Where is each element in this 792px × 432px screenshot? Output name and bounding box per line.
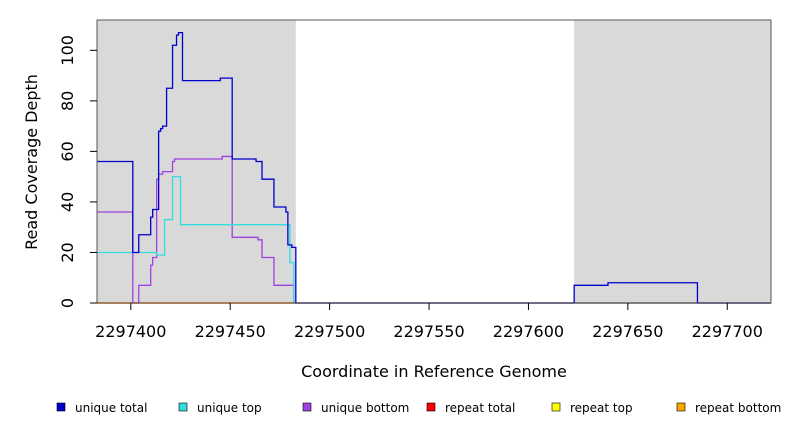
legend-label-repeat-top: repeat top: [570, 401, 633, 415]
legend-swatch-repeat-top: [551, 402, 561, 412]
legend-label-repeat-total: repeat total: [445, 401, 515, 415]
series-line-unique-top: [97, 176, 771, 304]
y-tick-label: 20: [58, 242, 77, 262]
series-line-unique-bottom: [97, 155, 771, 304]
y-tick-label: 40: [58, 192, 77, 212]
x-tick-label: 2297500: [294, 322, 365, 341]
y-tick-label: 100: [58, 35, 77, 66]
legend-swatch-unique-bottom: [302, 402, 312, 412]
plot-frame: [96, 19, 772, 304]
legend-label-unique-top: unique top: [197, 401, 262, 415]
legend-swatch-unique-top: [178, 402, 188, 412]
x-axis-label: Coordinate in Reference Genome: [301, 362, 567, 381]
y-tick-label: 0: [58, 298, 77, 308]
legend-swatch-repeat-bottom: [676, 402, 686, 412]
x-tick-label: 2297600: [493, 322, 564, 341]
legend: unique total unique top unique bottom repea…: [56, 401, 781, 415]
x-tick-label: 2297400: [95, 322, 166, 341]
x-tick-label: 2297650: [592, 322, 663, 341]
shaded-regions: [97, 20, 771, 303]
x-tick-label: 2297450: [195, 322, 266, 341]
legend-label-unique-total: unique total: [75, 401, 147, 415]
x-tick-label: 2297700: [692, 322, 763, 341]
y-tick-label: 60: [58, 141, 77, 161]
x-tick-label: 2297550: [393, 322, 464, 341]
shaded-region-1: [574, 20, 771, 303]
y-axis-label: Read Coverage Depth: [22, 74, 41, 250]
y-tick-label: 80: [58, 91, 77, 111]
legend-label-unique-bottom: unique bottom: [321, 401, 409, 415]
y-axis: 0 20 40 60 80 100: [58, 35, 97, 308]
legend-label-repeat-bottom: repeat bottom: [695, 401, 781, 415]
series-line-unique-total: [97, 31, 771, 304]
legend-swatch-unique-total: [56, 402, 66, 412]
legend-swatch-repeat-total: [426, 402, 436, 412]
x-axis: 2297400 2297450 2297500 2297550 2297600 22976…: [95, 303, 763, 341]
